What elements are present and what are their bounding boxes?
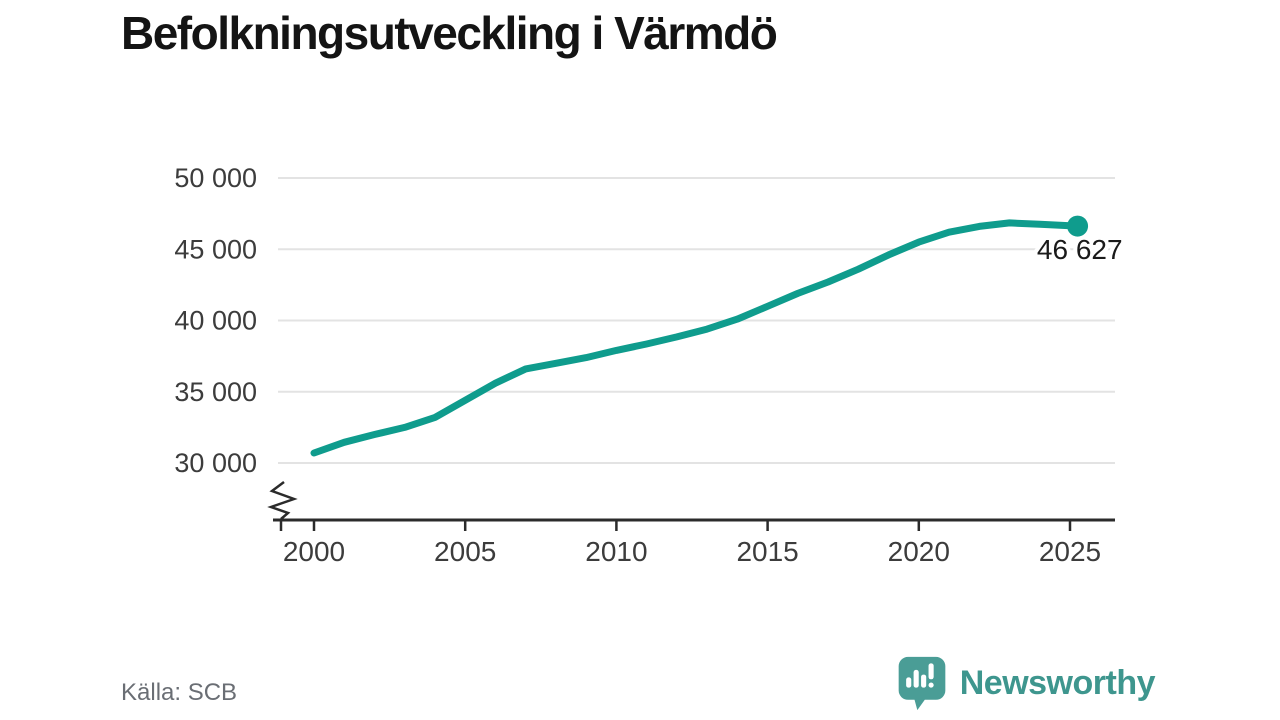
- logo-bar-2: [913, 669, 919, 688]
- population-line: [310, 219, 1082, 457]
- x-axis-tick-label: 2005: [434, 536, 496, 567]
- logo-bar-3: [920, 674, 926, 688]
- newsworthy-logo-text: Newsworthy: [959, 663, 1156, 702]
- y-axis-tick-label: 40 000: [174, 306, 257, 336]
- x-axis-tick-label: 2025: [1039, 536, 1101, 567]
- y-axis-break-icon: [267, 481, 298, 520]
- y-axis-tick-label: 30 000: [174, 448, 257, 478]
- logo-exclamation-bar: [928, 663, 934, 680]
- y-axis-tick-label: 50 000: [174, 163, 257, 193]
- x-axis-tick-label: 2015: [736, 536, 798, 567]
- newsworthy-logo: Newsworthy: [894, 654, 1156, 712]
- y-axis-tick-label: 35 000: [174, 377, 257, 407]
- x-axis-tick-label: 2010: [585, 536, 647, 567]
- latest-value-label: 46 627: [1037, 234, 1123, 265]
- logo-bar-1: [905, 677, 912, 688]
- newsworthy-logo-icon: [898, 656, 946, 711]
- chart-title: Befolkningsutveckling i Värmdö: [121, 7, 778, 59]
- logo-exclamation-dot: [928, 682, 934, 688]
- x-axis-tick-label: 2000: [283, 536, 345, 567]
- population-line-chart: 30 000 35 000 40 000 45 000 50 000 2000 2005 20…: [174, 163, 1123, 567]
- source-note: Källa: SCB: [121, 679, 238, 706]
- y-axis-tick-label: 45 000: [174, 234, 257, 264]
- x-axis-tick-label: 2020: [888, 536, 950, 567]
- latest-value-dot: [1067, 215, 1089, 237]
